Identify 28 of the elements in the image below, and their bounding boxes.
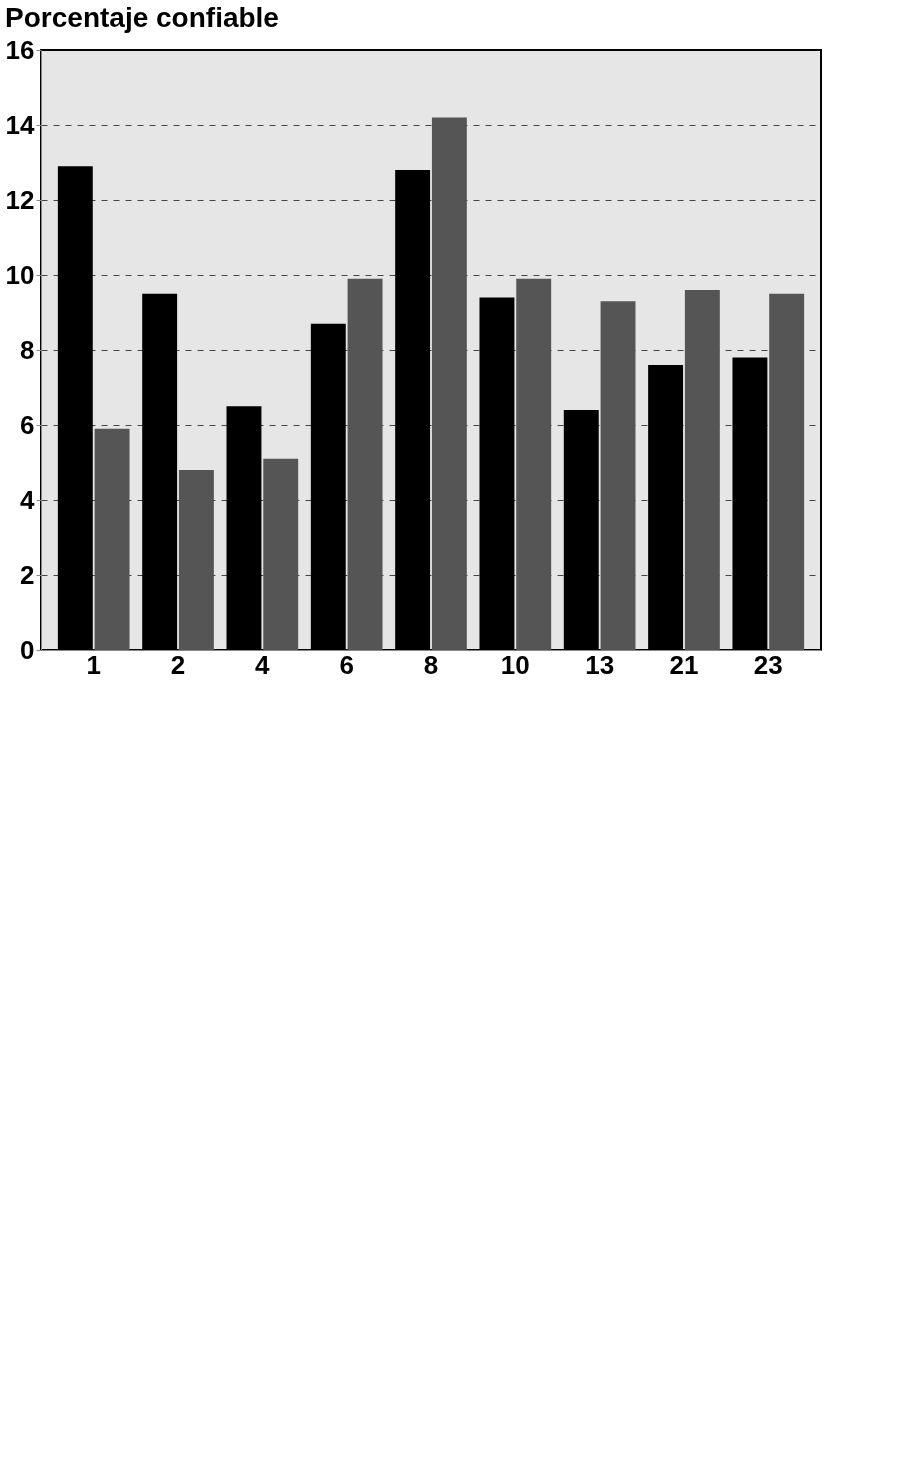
- y-tick-label: 12: [5, 184, 35, 215]
- x-tick-label: 23: [753, 649, 783, 680]
- chart-title: Porcentaje confiable: [5, 2, 279, 33]
- bar: [684, 290, 720, 650]
- y-tick-label: 4: [20, 484, 36, 515]
- y-tick-label: 6: [20, 409, 35, 440]
- x-tick-label: 13: [585, 649, 615, 680]
- y-tick-label: 8: [20, 334, 35, 365]
- bar: [94, 428, 130, 650]
- x-tick-label: 8: [423, 649, 439, 680]
- bar: [431, 117, 467, 650]
- x-tick-label: 2: [170, 649, 186, 680]
- bar: [347, 278, 383, 650]
- y-tick-label: 2: [20, 559, 35, 590]
- bar: [769, 293, 805, 650]
- bar: [600, 301, 636, 650]
- bar: [263, 458, 299, 650]
- y-tick-label: 14: [5, 109, 36, 140]
- x-tick-label: 1: [86, 649, 101, 680]
- x-tick-label: 4: [255, 649, 271, 680]
- x-tick-label: 10: [500, 649, 530, 680]
- y-tick-label: 0: [20, 634, 35, 665]
- bar: [178, 470, 214, 650]
- x-tick-label: 21: [669, 649, 699, 680]
- bar: [516, 278, 552, 650]
- y-tick-label: 16: [5, 34, 35, 65]
- x-tick-label: 6: [339, 649, 354, 680]
- y-tick-label: 10: [5, 259, 35, 290]
